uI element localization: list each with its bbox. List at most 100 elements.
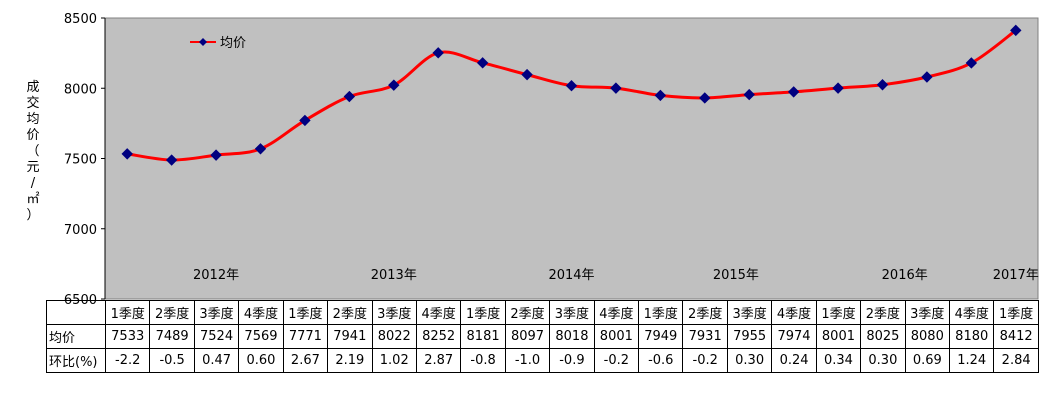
y-tick-label: 7500 — [64, 153, 97, 168]
table-value-cell: 0.30 — [726, 348, 773, 373]
year-label: 2013年 — [371, 268, 417, 283]
quarter-label-cell: 3季度 — [371, 300, 417, 325]
y-axis-label-char: / — [30, 176, 36, 191]
table-value-cell: 7949 — [638, 324, 684, 349]
data-point-marker — [432, 47, 444, 59]
quarter-label-cell: 3季度 — [549, 300, 595, 325]
table-value-cell: 8097 — [504, 324, 551, 349]
table-corner-cell — [46, 300, 106, 325]
data-table: 1季度 2季度 3季度 4季度 1季度 2季度 3季度 4季度 1季度 2季度 3季度 4季度 1季度 2… — [46, 300, 1039, 373]
data-point-marker — [832, 82, 844, 94]
table-row: 1季度 2季度 3季度 4季度 1季度 2季度 3季度 4季度 1季度 2季度 3季度 4季度 1季度 2… — [46, 300, 1039, 325]
quarter-label-cell: 1季度 — [460, 300, 506, 325]
data-point-marker — [876, 79, 889, 91]
year-label: 2014年 — [548, 268, 594, 283]
year-label: 2012年 — [193, 268, 239, 283]
quarter-label-cell: 1季度 — [815, 300, 862, 325]
table-value-cell: 0.69 — [904, 348, 951, 373]
y-axis-label-char: 价 — [26, 128, 40, 143]
table-value-cell: 7955 — [726, 324, 773, 349]
table-value-cell: -2.2 — [104, 348, 151, 373]
table-value-cell: 8018 — [549, 324, 595, 349]
quarter-label-cell: 3季度 — [193, 300, 240, 325]
data-point-marker — [476, 57, 489, 69]
table-value-cell: 8252 — [415, 324, 462, 349]
data-point-marker — [165, 154, 178, 166]
table-value-cell: 8001 — [593, 324, 640, 349]
y-tick-label: 8500 — [64, 12, 97, 27]
year-label: 2016年 — [882, 268, 928, 283]
quarter-label-cell: 2季度 — [860, 300, 906, 325]
table-value-cell: 7941 — [327, 324, 373, 349]
table-value-cell: 0.30 — [860, 348, 906, 373]
row-header-cell: 环比(%) — [46, 348, 106, 373]
data-point-marker — [388, 79, 400, 91]
table-value-cell: 7489 — [149, 324, 195, 349]
y-axis-label-char: ） — [26, 208, 40, 223]
data-point-marker — [965, 57, 978, 69]
data-point-marker — [343, 90, 356, 103]
data-point-marker — [921, 71, 933, 83]
table-value-cell: 1.02 — [371, 348, 417, 373]
legend-marker — [199, 38, 207, 46]
table-value-cell: 7974 — [771, 324, 817, 349]
data-point-marker — [610, 82, 622, 94]
data-point-marker — [210, 149, 222, 161]
data-point-marker — [787, 86, 800, 98]
quarter-label-cell: 2季度 — [682, 300, 728, 325]
table-value-cell: 7771 — [282, 324, 329, 349]
data-point-marker — [521, 68, 533, 81]
table-row: 均价 7533 7489 7524 7569 7771 7941 8022 8252 8181 80… — [46, 324, 1039, 349]
year-label: 2015年 — [713, 268, 759, 283]
quarter-label-cell: 1季度 — [638, 300, 684, 325]
data-point-marker — [254, 143, 267, 155]
table-value-cell: 2.84 — [993, 348, 1039, 373]
table-value-cell: 2.67 — [282, 348, 329, 373]
y-axis-label-char: 均 — [26, 112, 40, 127]
table-value-cell: 7931 — [682, 324, 728, 349]
y-axis-label-char: 交 — [26, 96, 40, 111]
table-value-cell: 8181 — [460, 324, 506, 349]
data-point-marker — [743, 88, 755, 101]
quarter-label-cell: 4季度 — [949, 300, 995, 325]
y-axis-label: 成 交 均 价 （ 元 / ㎡ ） — [24, 80, 42, 224]
quarter-label-cell: 3季度 — [726, 300, 773, 325]
table-value-cell: -0.2 — [593, 348, 640, 373]
table-value-cell: 8412 — [993, 324, 1039, 349]
year-label: 2017年 — [993, 268, 1039, 283]
y-axis-label-char: 成 — [26, 80, 40, 95]
quarter-label-cell: 1季度 — [282, 300, 329, 325]
table-row: 环比(%) -2.2 -0.5 0.47 0.60 2.67 2.19 1.02 2.87 -0.… — [46, 348, 1039, 373]
table-value-cell: 2.87 — [415, 348, 462, 373]
quarter-label-cell: 3季度 — [904, 300, 951, 325]
table-value-cell: 1.24 — [949, 348, 995, 373]
table-value-cell: 7569 — [238, 324, 284, 349]
table-value-cell: 7524 — [193, 324, 240, 349]
y-tick-label: 7000 — [64, 223, 97, 238]
data-point-marker — [699, 92, 711, 104]
table-value-cell: -0.5 — [149, 348, 195, 373]
quarter-label-cell: 1季度 — [993, 300, 1039, 325]
quarter-label-cell: 4季度 — [593, 300, 640, 325]
table-value-cell: 0.24 — [771, 348, 817, 373]
table-value-cell: -0.2 — [682, 348, 728, 373]
table-value-cell: 2.19 — [327, 348, 373, 373]
table-value-cell: -0.6 — [638, 348, 684, 373]
data-point-marker — [299, 114, 311, 127]
quarter-label-cell: 4季度 — [238, 300, 284, 325]
table-value-cell: 8080 — [904, 324, 951, 349]
quarter-label-cell: 2季度 — [149, 300, 195, 325]
table-value-cell: 0.34 — [815, 348, 862, 373]
quarter-label-cell: 2季度 — [327, 300, 373, 325]
quarter-label-cell: 1季度 — [104, 300, 151, 325]
data-point-marker — [565, 80, 578, 92]
data-point-marker — [1010, 24, 1022, 37]
row-header-cell: 均价 — [46, 324, 106, 349]
table-value-cell: 8022 — [371, 324, 417, 349]
y-axis-label-char: （ — [26, 144, 40, 159]
quarter-label-cell: 4季度 — [771, 300, 817, 325]
data-point-marker — [121, 148, 133, 160]
y-axis-label-char: ㎡ — [26, 192, 40, 207]
